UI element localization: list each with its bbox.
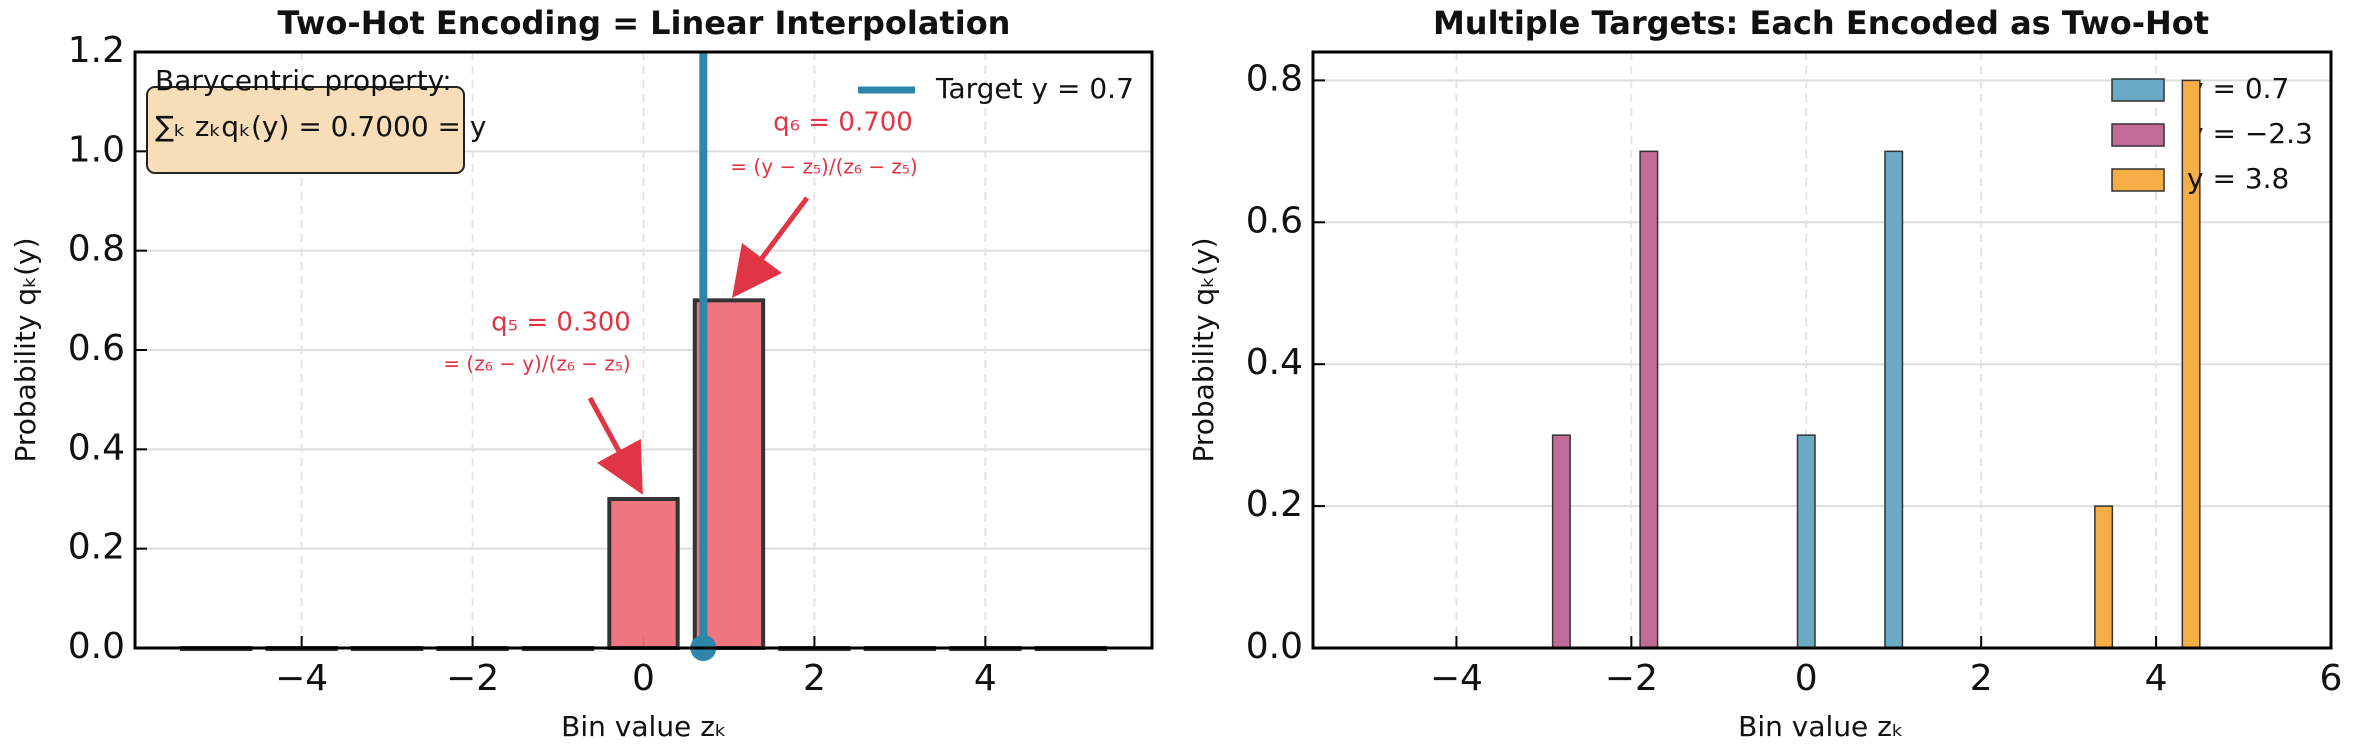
- x-tick-label: 0: [1795, 658, 1818, 699]
- legend-label: y = 3.8: [2187, 162, 2289, 195]
- y-tick-label: 0.4: [1246, 342, 1303, 383]
- x-tick-label: −2: [446, 658, 499, 699]
- x-axis-label: Bin value zₖ: [1738, 710, 1904, 743]
- bar: [1796, 434, 1816, 649]
- arrow: [587, 396, 643, 495]
- y-tick-label: 0.2: [68, 527, 125, 568]
- bar: [1639, 150, 1659, 649]
- annotation-box: [146, 86, 465, 174]
- x-tick-label: −4: [1430, 658, 1483, 699]
- y-tick-label: 0.0: [1246, 626, 1303, 667]
- legend-swatch: [2111, 168, 2165, 192]
- y-tick-label: 0.8: [1246, 58, 1303, 99]
- legend-label: y = 0.7: [2187, 72, 2289, 105]
- x-tick-label: 2: [1970, 658, 1993, 699]
- x-tick-label: −2: [1605, 658, 1658, 699]
- x-tick-label: 6: [2320, 658, 2343, 699]
- chart-title: Two-Hot Encoding = Linear Interpolation: [278, 4, 1011, 42]
- legend-label: Target y = 0.7: [935, 72, 1134, 105]
- x-tick-label: 2: [803, 658, 826, 699]
- annotation: q₅ = 0.300: [491, 308, 631, 338]
- annotation: ∑ₖ zₖqₖ(y) = 0.7000 = y: [155, 110, 487, 143]
- plot-frame: [133, 50, 1154, 650]
- annotation: = (y − z₅)/(z₆ − z₅): [730, 155, 917, 179]
- y-tick-label: 1.0: [68, 129, 125, 170]
- y-axis-label: Probability qₖ(y): [9, 237, 42, 462]
- x-tick-label: 0: [632, 658, 655, 699]
- y-tick-label: 0.8: [68, 229, 125, 270]
- annotation: q₆ = 0.700: [773, 108, 913, 138]
- y-axis-label: Probability qₖ(y): [1187, 237, 1220, 462]
- y-tick-label: 0.2: [1246, 484, 1303, 525]
- y-tick-label: 0.0: [68, 626, 125, 667]
- annotation: Barycentric property:: [155, 64, 452, 97]
- x-tick-label: 4: [974, 658, 997, 699]
- y-tick-label: 0.6: [1246, 200, 1303, 241]
- annotation: = (z₆ − y)/(z₆ − z₅): [443, 352, 630, 376]
- y-tick-label: 0.6: [68, 328, 125, 369]
- y-tick-label: 0.4: [68, 427, 125, 468]
- legend-swatch: [2111, 78, 2165, 102]
- legend-swatch: [2111, 123, 2165, 147]
- bar: [1551, 434, 1571, 649]
- legend-label: y = −2.3: [2187, 117, 2313, 150]
- bar: [2094, 505, 2114, 649]
- x-tick-label: −4: [275, 658, 328, 699]
- arrow: [732, 196, 809, 298]
- chart-title: Multiple Targets: Each Encoded as Two-Ho…: [1433, 4, 2209, 42]
- bar: [1884, 150, 1904, 649]
- bar: [607, 497, 680, 650]
- plot-frame: [1311, 50, 2333, 650]
- x-tick-label: 4: [2145, 658, 2168, 699]
- y-tick-label: 1.2: [68, 30, 125, 71]
- x-axis-label: Bin value zₖ: [561, 710, 727, 743]
